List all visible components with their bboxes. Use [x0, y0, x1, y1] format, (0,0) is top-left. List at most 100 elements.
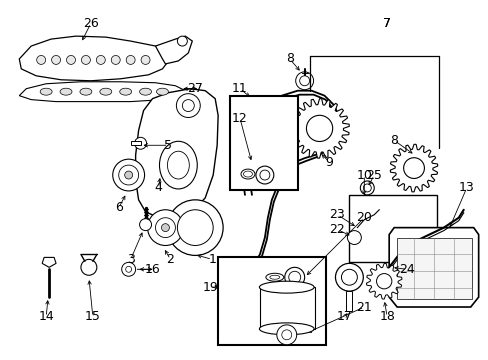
- Text: 8: 8: [389, 134, 397, 147]
- Ellipse shape: [100, 88, 112, 95]
- Circle shape: [341, 269, 357, 285]
- Text: 5: 5: [164, 139, 172, 152]
- Circle shape: [96, 55, 105, 64]
- Ellipse shape: [167, 151, 189, 179]
- Circle shape: [360, 181, 373, 195]
- Circle shape: [177, 210, 213, 246]
- Bar: [346, 291, 352, 311]
- Polygon shape: [289, 99, 348, 158]
- Text: 15: 15: [85, 310, 101, 323]
- Text: 13: 13: [458, 181, 474, 194]
- Ellipse shape: [139, 88, 151, 95]
- Text: 25: 25: [366, 168, 382, 181]
- Circle shape: [134, 137, 146, 149]
- Polygon shape: [42, 257, 56, 267]
- Circle shape: [363, 184, 370, 192]
- Text: 1: 1: [208, 253, 216, 266]
- Text: 4: 4: [154, 181, 162, 194]
- Text: 27: 27: [187, 82, 203, 95]
- Ellipse shape: [120, 88, 131, 95]
- Ellipse shape: [265, 273, 283, 281]
- Ellipse shape: [40, 88, 52, 95]
- Circle shape: [281, 330, 291, 340]
- Text: 17: 17: [336, 310, 352, 323]
- Text: 8: 8: [285, 53, 293, 66]
- Polygon shape: [366, 264, 401, 299]
- Circle shape: [66, 55, 75, 64]
- Text: 7: 7: [383, 17, 390, 30]
- Text: 24: 24: [398, 263, 414, 276]
- Text: 2: 2: [166, 253, 174, 266]
- Text: 10: 10: [356, 168, 371, 181]
- Circle shape: [295, 72, 313, 90]
- Circle shape: [111, 55, 120, 64]
- Circle shape: [177, 36, 187, 46]
- Ellipse shape: [243, 171, 252, 177]
- Text: 7: 7: [383, 17, 390, 30]
- Circle shape: [182, 100, 194, 112]
- Ellipse shape: [269, 275, 279, 279]
- Bar: [218, 257, 325, 345]
- Ellipse shape: [60, 88, 72, 95]
- Circle shape: [167, 200, 223, 255]
- Circle shape: [155, 218, 175, 238]
- Circle shape: [403, 158, 424, 179]
- Text: 19: 19: [202, 281, 218, 294]
- Circle shape: [346, 231, 361, 244]
- Circle shape: [81, 55, 90, 64]
- Circle shape: [52, 55, 61, 64]
- Ellipse shape: [159, 141, 197, 189]
- Ellipse shape: [241, 169, 254, 179]
- Polygon shape: [388, 228, 478, 307]
- Circle shape: [139, 219, 151, 231]
- Text: 16: 16: [144, 263, 160, 276]
- Ellipse shape: [259, 323, 313, 335]
- Polygon shape: [389, 144, 437, 192]
- Bar: [130, 141, 141, 145]
- Text: 6: 6: [115, 201, 122, 214]
- Polygon shape: [135, 89, 218, 218]
- Circle shape: [126, 55, 135, 64]
- Text: 9: 9: [325, 156, 333, 168]
- Text: 3: 3: [126, 253, 134, 266]
- Circle shape: [276, 325, 296, 345]
- Circle shape: [260, 170, 269, 180]
- Circle shape: [81, 260, 97, 275]
- Circle shape: [113, 159, 144, 191]
- Circle shape: [124, 171, 132, 179]
- Text: 18: 18: [379, 310, 394, 323]
- Circle shape: [288, 271, 300, 283]
- Polygon shape: [155, 36, 192, 64]
- Circle shape: [306, 115, 332, 141]
- Circle shape: [161, 224, 169, 231]
- Text: 12: 12: [232, 112, 247, 125]
- Circle shape: [176, 94, 200, 117]
- Polygon shape: [19, 82, 185, 102]
- Text: 21: 21: [356, 301, 371, 314]
- Polygon shape: [19, 36, 168, 81]
- Circle shape: [255, 166, 273, 184]
- Circle shape: [299, 76, 309, 86]
- Text: 14: 14: [38, 310, 54, 323]
- Circle shape: [376, 274, 391, 289]
- Circle shape: [147, 210, 183, 246]
- Circle shape: [37, 55, 45, 64]
- Circle shape: [125, 266, 131, 272]
- Text: 22: 22: [329, 223, 345, 236]
- Ellipse shape: [259, 281, 313, 293]
- Text: 23: 23: [329, 208, 345, 221]
- Bar: [230, 96, 297, 190]
- Ellipse shape: [156, 88, 168, 95]
- Circle shape: [141, 55, 150, 64]
- Bar: [349, 195, 436, 262]
- Bar: [260, 287, 314, 329]
- Text: 11: 11: [232, 82, 247, 95]
- Text: 26: 26: [83, 17, 99, 30]
- Circle shape: [335, 264, 363, 291]
- Circle shape: [119, 165, 138, 185]
- Ellipse shape: [80, 88, 92, 95]
- Bar: [396, 238, 471, 299]
- Text: 20: 20: [356, 211, 371, 224]
- Circle shape: [284, 267, 304, 287]
- Circle shape: [122, 262, 135, 276]
